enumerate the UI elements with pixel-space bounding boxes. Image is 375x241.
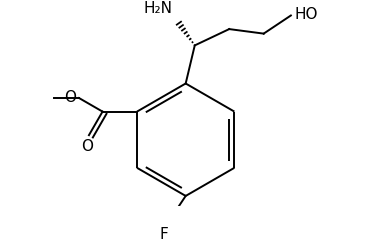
Text: H₂N: H₂N [143,1,172,16]
Text: F: F [159,227,168,241]
Text: HO: HO [294,7,318,22]
Text: O: O [81,139,93,154]
Text: O: O [64,91,76,106]
